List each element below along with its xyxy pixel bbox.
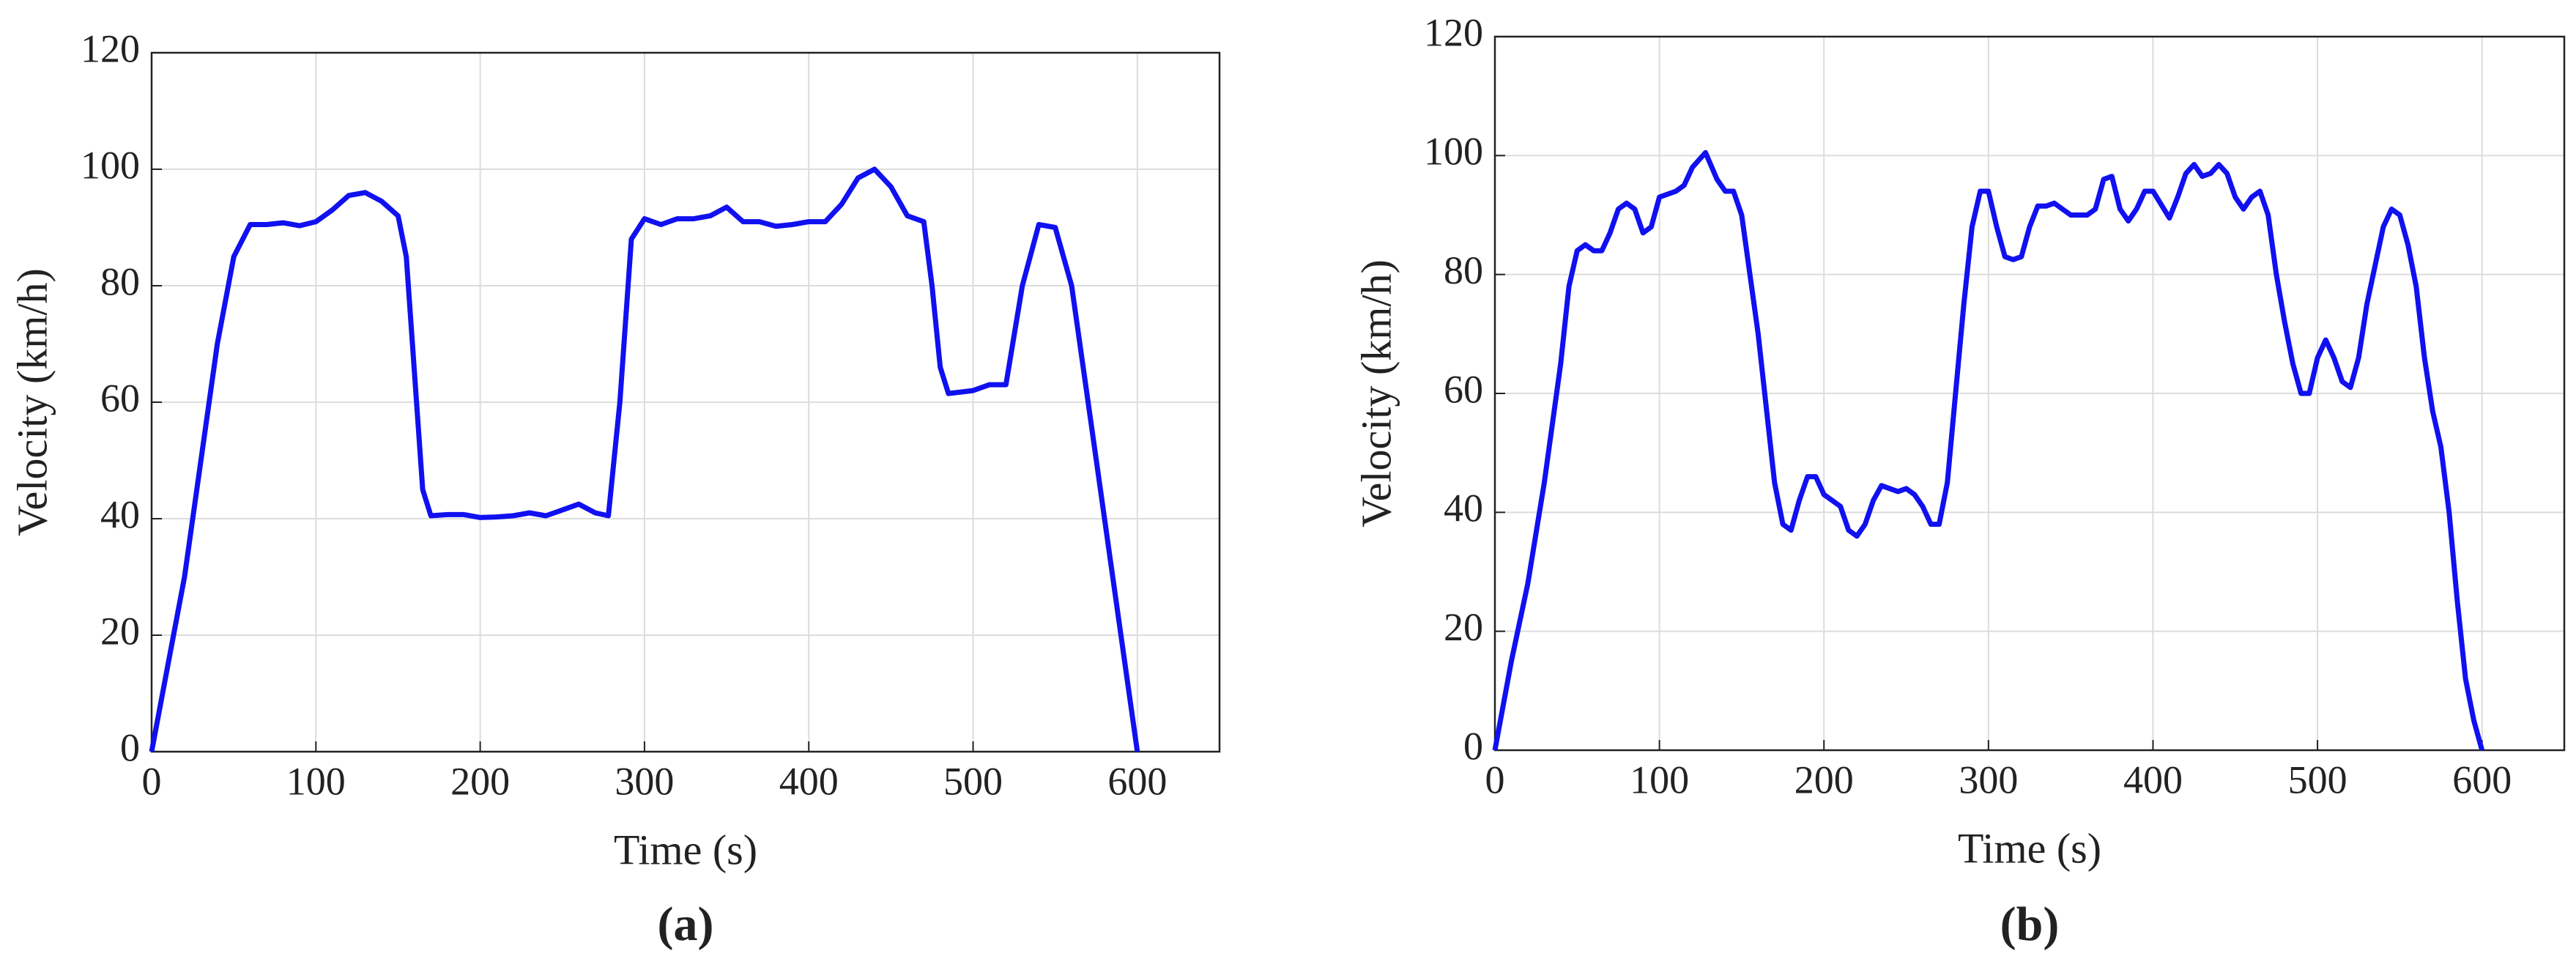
y-tick-label: 80 <box>1444 248 1483 292</box>
y-tick-label: 60 <box>1444 367 1483 411</box>
y-tick-label: 40 <box>1444 486 1483 530</box>
x-tick-label: 500 <box>943 759 1003 803</box>
x-tick-label: 400 <box>779 759 839 803</box>
plot-frame <box>150 51 1221 753</box>
line <box>149 166 1140 752</box>
y-tick-label: 80 <box>100 259 140 303</box>
y-tick-label: 40 <box>100 492 140 536</box>
x-tick-label: 400 <box>2123 758 2183 801</box>
y-tick-label: 20 <box>100 609 140 653</box>
x-tick-label: 600 <box>2452 758 2512 801</box>
line <box>1492 149 2485 751</box>
y-tick-label: 120 <box>1424 10 1483 54</box>
y-tick-label: 0 <box>1463 724 1483 768</box>
y-tick-label: 120 <box>81 26 140 70</box>
x-tick-label: 0 <box>1485 758 1505 801</box>
y-tick-label: 20 <box>1444 605 1483 649</box>
x-tick-label: 200 <box>450 759 510 803</box>
caption: (b) <box>2000 897 2060 951</box>
x-tick-label: 200 <box>1794 758 1854 801</box>
x-tick-label: 300 <box>615 759 674 803</box>
x-tick-label: 500 <box>2288 758 2347 801</box>
y-axis-label: Velocity (km/h) <box>1352 259 1400 527</box>
x-tick-label: 100 <box>286 759 346 803</box>
x-axis-label: Time (s) <box>1958 824 2101 872</box>
y-tick-label: 0 <box>120 725 140 769</box>
x-tick-label: 600 <box>1107 759 1167 803</box>
caption: (a) <box>658 897 714 951</box>
x-tick-label: 0 <box>142 759 162 803</box>
x-tick-label: 100 <box>1630 758 1689 801</box>
y-axis-label: Velocity (km/h) <box>8 268 56 536</box>
y-tick-label: 100 <box>1424 130 1483 174</box>
y-tick-label: 60 <box>100 376 140 420</box>
y-tick-label: 100 <box>81 143 140 187</box>
x-tick-label: 300 <box>1959 758 2018 801</box>
x-axis-label: Time (s) <box>614 826 757 873</box>
plot-frame <box>1493 35 2566 752</box>
